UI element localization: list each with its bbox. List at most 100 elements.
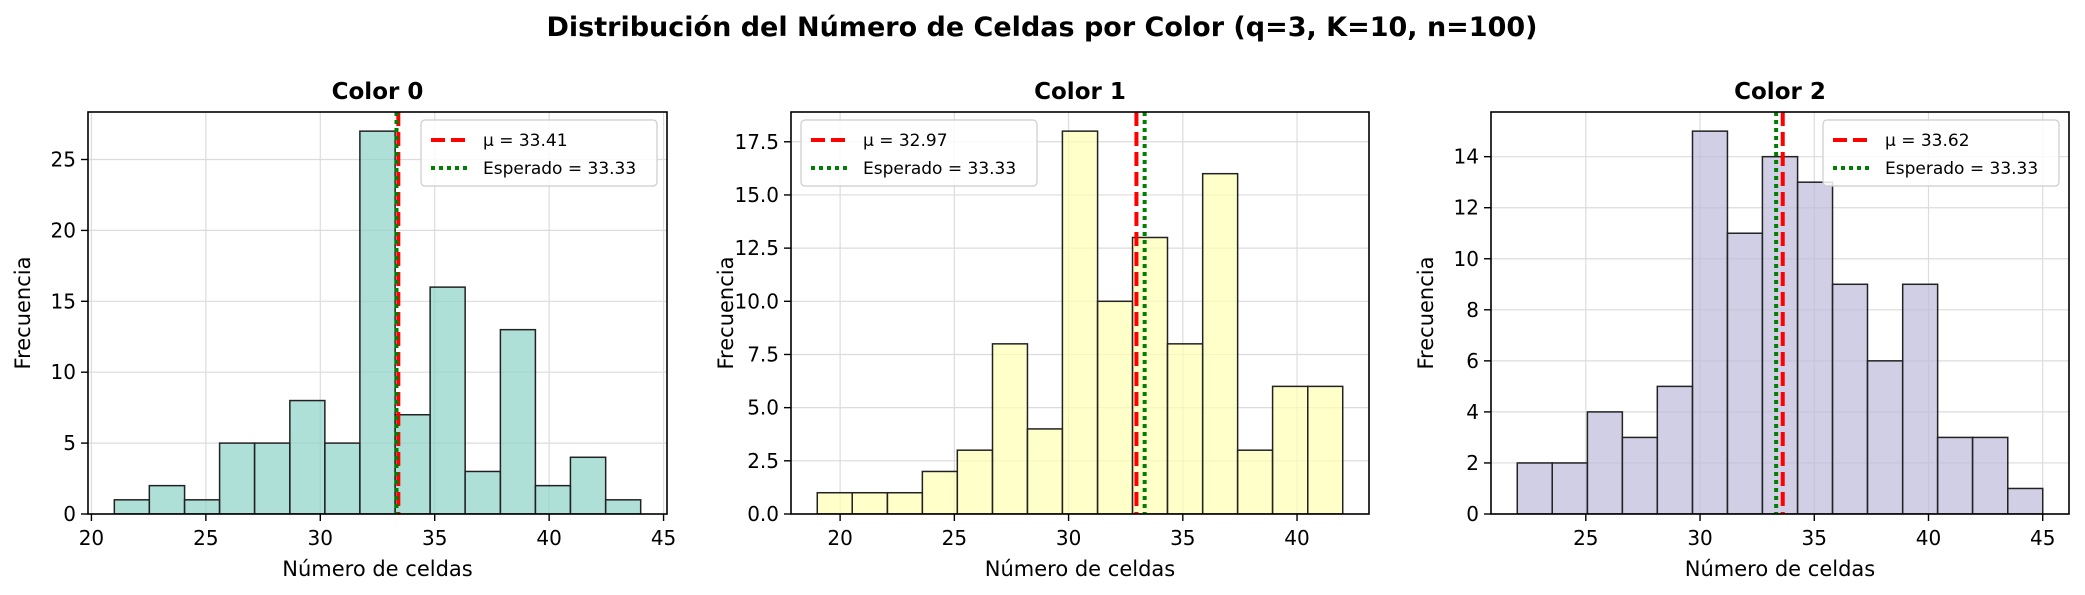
histogram-bar [429, 286, 466, 514]
y-tick-label: 0 [1466, 502, 1479, 526]
histogram-bar [1026, 428, 1064, 514]
y-tick-label: 0 [63, 502, 76, 526]
y-tick-label: 15.0 [734, 183, 779, 207]
histogram-bar [1796, 181, 1834, 514]
y-tick-label: 8 [1466, 298, 1479, 322]
x-tick-label: 20 [827, 526, 852, 550]
y-axis-label: Frecuencia [1414, 257, 1438, 370]
y-tick-label: 2.5 [747, 449, 779, 473]
bars [1516, 130, 2044, 514]
histogram-bar [148, 484, 186, 514]
legend: μ = 32.97 Esperado = 33.33 [800, 119, 1038, 187]
histogram-bar [956, 449, 994, 514]
y-axis-label: Frecuencia [714, 257, 738, 370]
y-tick-label: 5.0 [747, 396, 779, 420]
bars [816, 130, 1344, 514]
histogram-bar [991, 343, 1029, 514]
x-tick-label: 30 [1687, 526, 1712, 550]
y-tick-label: 12.5 [734, 236, 779, 260]
histogram-bar [1236, 449, 1274, 514]
histogram-bar [359, 130, 396, 514]
x-tick-label: 25 [193, 526, 218, 550]
y-tick-label: 20 [51, 218, 76, 242]
y-tick-label: 15 [51, 289, 76, 313]
y-tick-label: 14 [1454, 145, 1479, 169]
legend: μ = 33.62 Esperado = 33.33 [1822, 119, 2060, 187]
histogram-bar [1551, 462, 1589, 514]
histogram-bar [1201, 172, 1239, 514]
legend-box [420, 119, 658, 187]
axes-frame [790, 111, 1370, 515]
histogram-bar [921, 470, 959, 514]
y-tick-label: 10.0 [734, 289, 779, 313]
histogram-bar [604, 499, 642, 514]
histogram-bar [1586, 411, 1624, 514]
histogram-bar [113, 499, 151, 514]
x-tick-label: 20 [79, 526, 104, 550]
chart-panel-color-1: 20 25 30 35 40 0.0 2.5 5.0 7.5 10.0 12.5 15.0 17.5 Co… [714, 79, 1370, 581]
legend-box [800, 119, 1038, 187]
legend-mean-label: μ = 32.97 [863, 131, 948, 151]
histogram-bar [289, 399, 326, 514]
legend-mean-label: μ = 33.41 [483, 131, 568, 151]
legend: μ = 33.41 Esperado = 33.33 [420, 119, 658, 187]
x-tick-label: 45 [651, 526, 676, 550]
y-tick-label: 2 [1466, 451, 1479, 475]
x-tick-label: 40 [1284, 526, 1309, 550]
histogram-bar [1831, 283, 1869, 514]
y-tick-label: 10 [1454, 247, 1479, 271]
x-tick-label: 40 [536, 526, 561, 550]
x-tick-label: 45 [2030, 526, 2055, 550]
histogram-bar [1166, 343, 1204, 514]
y-tick-label: 7.5 [747, 342, 779, 366]
histogram-bar [1096, 300, 1134, 514]
histogram-bar [1866, 360, 1904, 514]
x-axis-label: Número de celdas [282, 557, 472, 581]
y-tick-label: 12 [1454, 196, 1479, 220]
legend-expected-label: Esperado = 33.33 [1885, 159, 2038, 179]
chart-panel-color-0: 20 25 30 35 40 45 0 5 10 15 20 25 Color 0 Número de c… [11, 79, 676, 581]
histogram-bar [1271, 385, 1309, 514]
chart-panel-color-2: 25 30 35 40 45 0 2 4 6 8 10 12 14 Color 2 Número de ce… [1414, 79, 2070, 581]
histogram-bar [1936, 436, 1974, 514]
histogram-bar [1971, 436, 2009, 514]
histogram-bar [253, 442, 291, 514]
histogram-bar [569, 456, 607, 514]
histogram-bar [534, 484, 572, 514]
histogram-bar [1061, 130, 1099, 514]
y-tick-label: 5 [63, 431, 76, 455]
x-tick-label: 25 [942, 526, 967, 550]
histogram-bar [816, 491, 853, 514]
histogram-bar [1726, 232, 1764, 514]
histogram-bar [464, 470, 502, 514]
y-axis-label: Frecuencia [11, 257, 35, 370]
axes-frame [87, 111, 668, 515]
y-tick-label: 4 [1466, 400, 1479, 424]
legend-mean-label: μ = 33.62 [1885, 131, 1970, 151]
x-tick-label: 25 [1573, 526, 1598, 550]
bars [113, 130, 642, 514]
histogram-bar [1901, 283, 1939, 514]
histogram-bar [1691, 130, 1729, 514]
histogram-bar [324, 442, 361, 514]
histogram-bar [886, 491, 924, 514]
x-tick-label: 30 [308, 526, 333, 550]
chart-title: Color 0 [332, 79, 424, 105]
histogram-bar [1656, 385, 1694, 514]
y-tick-label: 0.0 [747, 502, 779, 526]
x-tick-label: 35 [1170, 526, 1195, 550]
x-tick-label: 30 [1056, 526, 1081, 550]
histogram-bar [1307, 385, 1344, 514]
histogram-bar [183, 499, 221, 514]
histogram-bar [1516, 462, 1553, 514]
chart-title: Color 1 [1034, 79, 1126, 105]
histogram-bar [394, 413, 431, 514]
x-axis-label: Número de celdas [985, 557, 1175, 581]
legend-expected-label: Esperado = 33.33 [483, 159, 636, 179]
histogram-bar [851, 491, 889, 514]
x-tick-label: 35 [1802, 526, 1827, 550]
y-tick-label: 17.5 [734, 130, 779, 154]
x-tick-label: 40 [1916, 526, 1941, 550]
